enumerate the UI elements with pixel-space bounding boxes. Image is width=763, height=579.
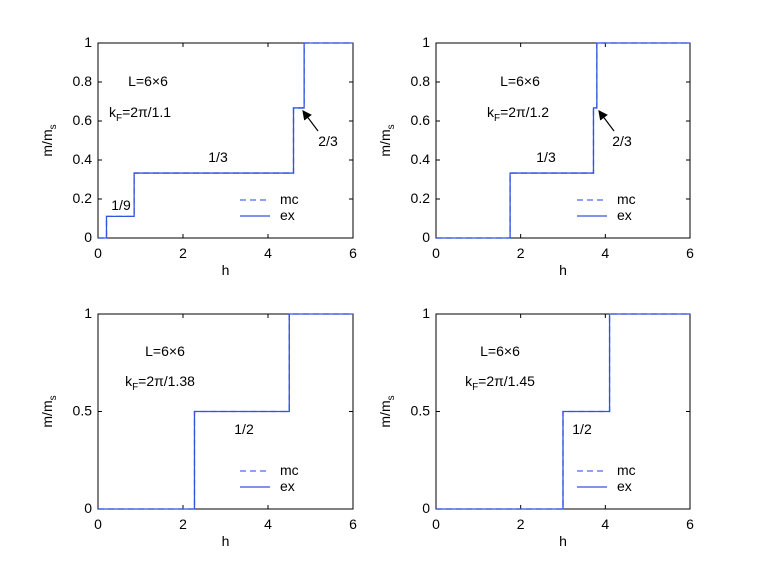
plot-area [435,42,691,239]
x-tick-label: 4 [601,245,609,261]
annotation: L=6×6 [128,73,168,89]
y-tick-label: 0.8 [73,73,93,89]
annotation: 1/9 [111,197,131,213]
legend-label: ex [617,207,632,223]
y-tick-label: 0.5 [411,402,431,418]
annotation: 1/2 [234,421,254,437]
plot-area [97,42,354,239]
y-tick-label: 0.6 [411,112,431,128]
x-tick-label: 2 [517,516,525,532]
x-tick-label: 2 [179,516,187,532]
y-tick-label: 0 [422,229,430,245]
x-axis-label: h [559,533,567,549]
y-tick-label: 0.6 [73,112,93,128]
y-tick-label: 1 [422,305,430,321]
annotation-arrow [302,110,319,132]
legend-label: mc [617,462,636,478]
y-tick-label: 1 [84,305,92,321]
annotation: L=6×6 [500,73,540,89]
legend-label: mc [617,191,636,207]
legend-label: ex [617,478,632,494]
x-axis-label: h [222,533,230,549]
series-line [98,313,353,510]
annotation: 1/3 [208,149,228,165]
y-tick-label: 0.8 [411,73,431,89]
x-tick-label: 4 [601,516,609,532]
y-axis-label: m/ms [39,124,59,156]
y-tick-label: 0.4 [411,151,431,167]
series-line [98,42,353,239]
x-tick-label: 0 [94,245,102,261]
y-axis-label: m/ms [39,395,59,427]
y-tick-label: 0.5 [73,402,93,418]
annotation: L=6×6 [145,343,185,359]
legend-label: ex [280,207,295,223]
y-tick-label: 0 [84,229,92,245]
y-axis-label: m/ms [377,124,397,156]
x-tick-label: 4 [264,516,272,532]
series-line [436,42,690,239]
annotation: 1/3 [536,149,556,165]
annotation-arrow [598,110,615,132]
y-tick-label: 0 [84,500,92,516]
x-tick-label: 2 [179,245,187,261]
annotation: 2/3 [318,133,338,149]
x-tick-label: 6 [686,516,694,532]
series-line [436,313,690,510]
y-tick-label: 0.4 [73,151,93,167]
legend-label: mc [280,191,299,207]
x-tick-label: 0 [432,245,440,261]
annotation: 1/2 [572,421,592,437]
x-axis-label: h [222,262,230,278]
annotation: L=6×6 [480,343,520,359]
y-axis-label: m/ms [377,395,397,427]
x-axis-label: h [559,262,567,278]
x-tick-label: 0 [432,516,440,532]
y-tick-label: 1 [422,34,430,50]
x-tick-label: 4 [264,245,272,261]
annotation: kF=2π/1.1 [109,104,171,124]
x-tick-label: 6 [686,245,694,261]
annotation: kF=2π/1.2 [487,104,549,124]
x-tick-label: 0 [94,516,102,532]
legend-label: mc [280,462,299,478]
x-tick-label: 6 [349,516,357,532]
annotation: kF=2π/1.38 [125,373,195,393]
y-tick-label: 0.2 [73,190,93,206]
x-tick-label: 6 [349,245,357,261]
y-tick-label: 0.2 [411,190,431,206]
annotation: kF=2π/1.45 [465,373,535,393]
x-tick-label: 2 [517,245,525,261]
y-tick-label: 0 [422,500,430,516]
legend-label: ex [280,478,295,494]
y-tick-label: 1 [84,34,92,50]
annotation: 2/3 [612,133,632,149]
